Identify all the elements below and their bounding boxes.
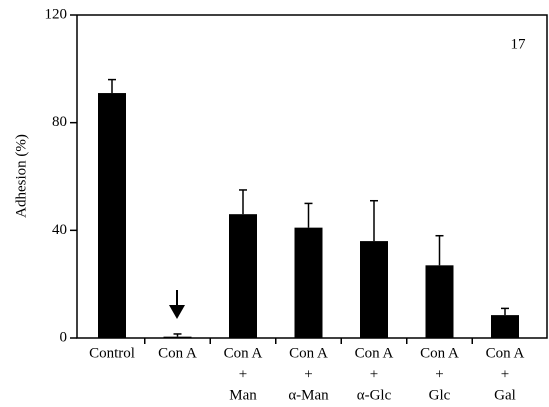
x-tick-label: Control [89, 345, 135, 361]
x-tick-label: + [304, 366, 312, 382]
bar [425, 265, 454, 338]
bar [98, 93, 126, 338]
panel-annotation: 17 [511, 36, 527, 52]
x-tick-label: Glc [429, 387, 451, 403]
x-tick-label: Man [229, 387, 257, 403]
y-axis-label: Adhesion (%) [13, 134, 29, 218]
x-tick-label: α-Glc [357, 387, 392, 403]
x-tick-label: Con A [289, 345, 328, 361]
x-tick-label: Con A [224, 345, 263, 361]
bar [360, 241, 388, 338]
y-tick-label: 40 [52, 222, 67, 238]
bar [163, 336, 192, 338]
x-tick-label: + [501, 366, 509, 382]
x-tick-label: Con A [158, 345, 197, 361]
x-tick-label: Con A [420, 345, 459, 361]
y-tick-label: 0 [60, 329, 68, 345]
bar [294, 227, 323, 338]
y-tick-label: 120 [45, 6, 68, 22]
bar [491, 315, 519, 338]
x-tick-label: + [239, 366, 247, 382]
bar [229, 214, 257, 338]
x-tick-label: + [435, 366, 443, 382]
x-tick-label: Con A [486, 345, 525, 361]
x-tick-label: Con A [355, 345, 394, 361]
x-tick-label: α-Man [288, 387, 329, 403]
x-tick-label: Gal [494, 387, 516, 403]
x-tick-label: + [370, 366, 378, 382]
y-tick-label: 80 [52, 114, 67, 130]
arrow [169, 290, 185, 319]
